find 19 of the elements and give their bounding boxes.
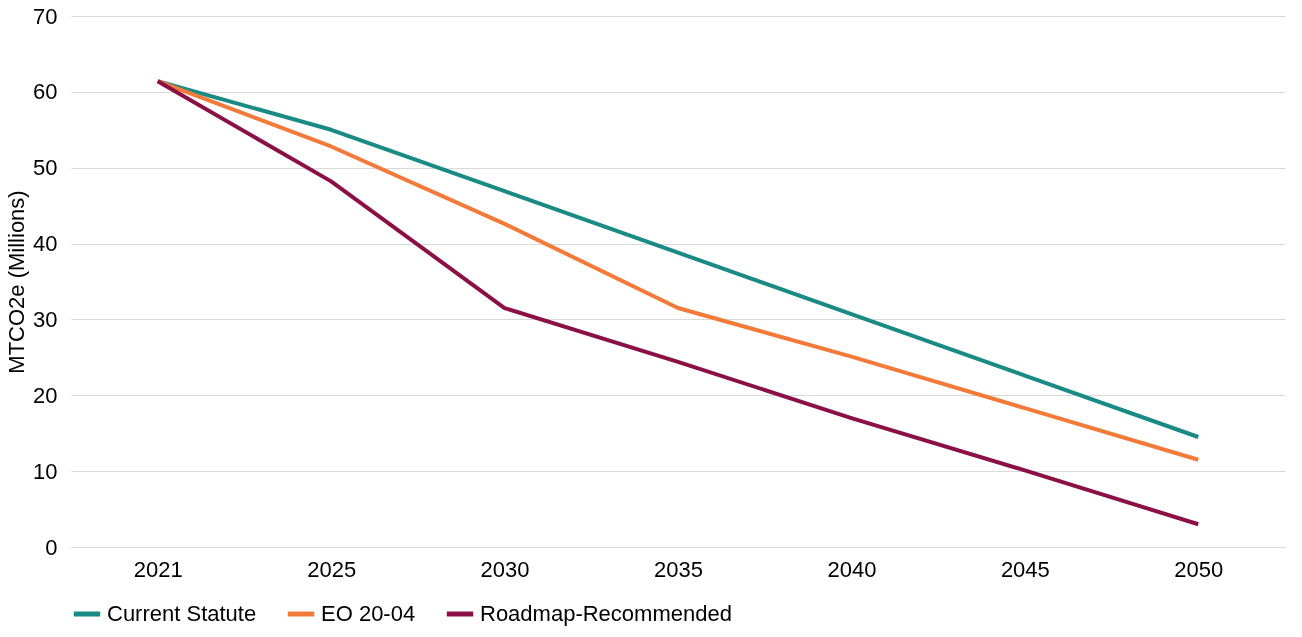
y-tick-label: 30 bbox=[33, 306, 58, 332]
y-tick-label: 70 bbox=[33, 3, 58, 29]
y-tick-label: 0 bbox=[45, 534, 58, 560]
y-tick-label: 50 bbox=[33, 155, 58, 181]
y-tick-label: 10 bbox=[33, 458, 58, 484]
y-axis-title: MTCO2e (Millions) bbox=[4, 190, 30, 374]
x-tick-label: 2035 bbox=[654, 556, 703, 582]
y-tick-label: 40 bbox=[33, 231, 58, 257]
x-tick-label: 2040 bbox=[827, 556, 877, 582]
x-tick-label: 2025 bbox=[307, 556, 357, 582]
legend-label: Roadmap-Recommended bbox=[480, 601, 732, 626]
x-tick-label: 2045 bbox=[1000, 556, 1050, 582]
x-tick-label: 2030 bbox=[480, 556, 530, 582]
legend-label: EO 20-04 bbox=[321, 601, 416, 626]
y-tick-label: 60 bbox=[33, 79, 58, 105]
y-tick-label: 20 bbox=[33, 382, 58, 408]
x-tick-label: 2050 bbox=[1174, 556, 1224, 582]
x-tick-label: 2021 bbox=[133, 556, 183, 582]
legend-label: Current Statute bbox=[107, 601, 257, 626]
